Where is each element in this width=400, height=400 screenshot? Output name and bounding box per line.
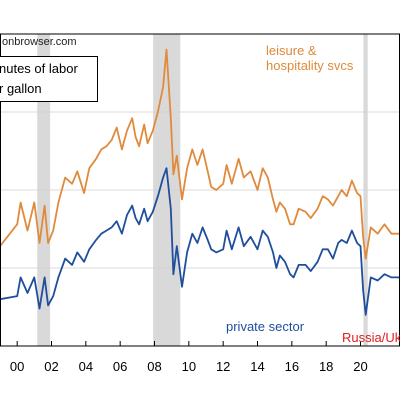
private-series-label: private sector bbox=[226, 319, 305, 334]
legend-line-2: r gallon bbox=[0, 81, 42, 96]
x-tick-label-20: 20 bbox=[353, 359, 367, 374]
x-tick-label-04: 04 bbox=[79, 359, 93, 374]
x-tick-label-14: 14 bbox=[250, 359, 264, 374]
series-lines bbox=[0, 48, 400, 316]
x-tick-label-06: 06 bbox=[113, 359, 127, 374]
x-tick-label-08: 08 bbox=[147, 359, 161, 374]
x-tick-label-10: 10 bbox=[182, 359, 196, 374]
x-tick-label-02: 02 bbox=[44, 359, 58, 374]
x-tick-label-18: 18 bbox=[319, 359, 333, 374]
leisure-label-line-2: hospitality svcs bbox=[266, 58, 354, 73]
series-line-leisure-hospitality bbox=[0, 48, 400, 260]
leisure-series-label: leisure & hospitality svcs bbox=[266, 43, 353, 73]
x-tick-label-16: 16 bbox=[285, 359, 299, 374]
series-line-private-sector bbox=[0, 167, 400, 316]
legend-box: nutes of labor r gallon bbox=[0, 56, 98, 102]
russia-ukraine-label: Russia/Ukr bbox=[342, 330, 400, 345]
source-watermark: onbrowser.com bbox=[2, 36, 77, 48]
legend-line-1: nutes of labor bbox=[0, 61, 78, 76]
leisure-label-line-1: leisure & bbox=[266, 43, 317, 58]
x-tick-label-12: 12 bbox=[216, 359, 230, 374]
x-tick-label-00: 00 bbox=[10, 359, 24, 374]
